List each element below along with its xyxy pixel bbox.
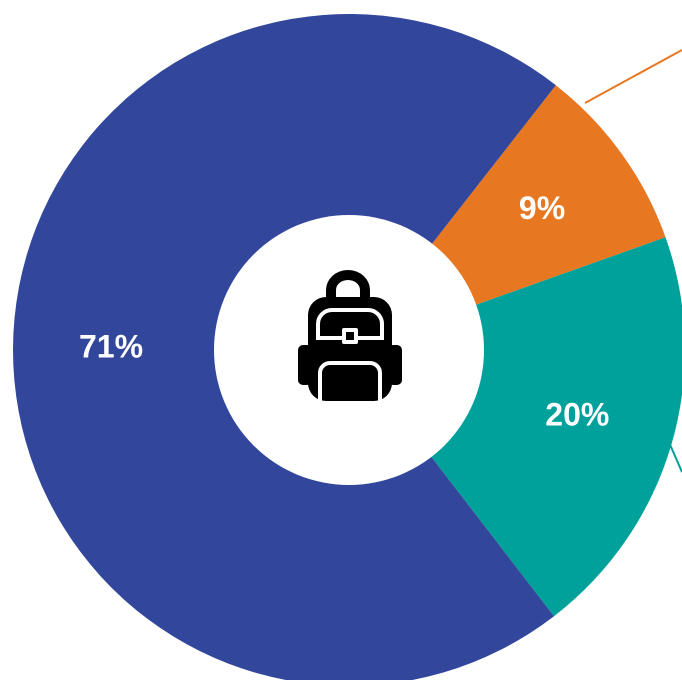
slice-label: 9%	[519, 190, 565, 226]
leader-line	[584, 49, 682, 104]
backpack-icon	[298, 270, 402, 401]
slice-label: 20%	[545, 397, 609, 433]
slice-label: 71%	[79, 329, 143, 365]
leader-line	[667, 439, 682, 473]
